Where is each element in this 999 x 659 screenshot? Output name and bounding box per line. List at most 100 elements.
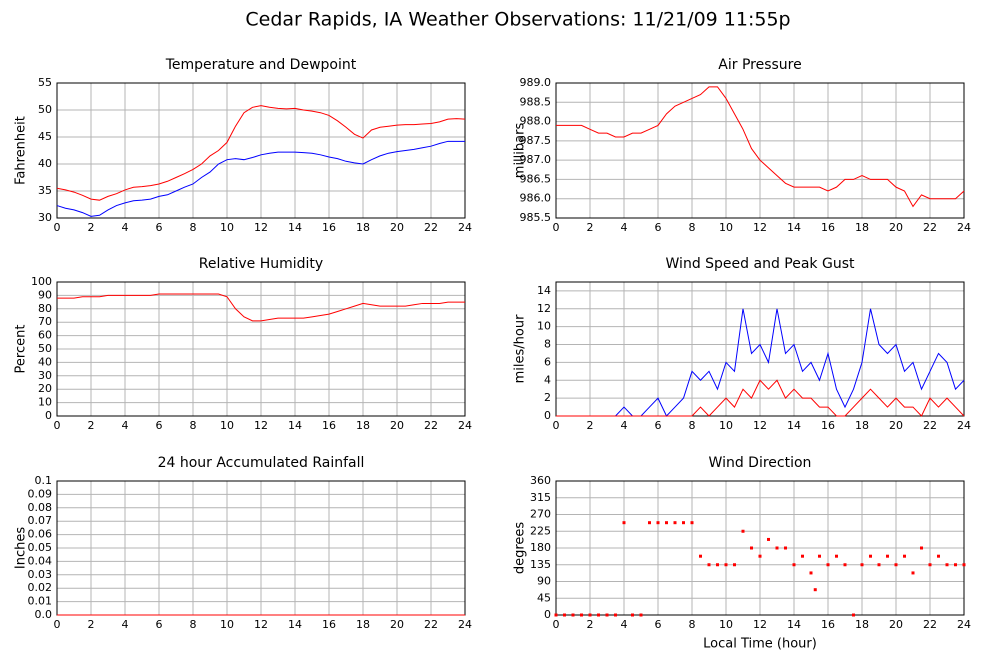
plot-frame	[56, 281, 466, 417]
x-tick-label: 0	[553, 419, 560, 432]
y-tick-label: 985.5	[520, 211, 552, 224]
x-tick-label: 6	[655, 221, 662, 234]
y-axis-label: Percent	[14, 325, 29, 374]
y-tick-label: 90	[38, 288, 52, 301]
x-tick-label: 18	[855, 618, 869, 631]
x-tick-label: 20	[390, 221, 404, 234]
x-tick-label: 22	[923, 618, 937, 631]
data-point	[894, 563, 898, 567]
x-tick-label: 16	[821, 221, 835, 234]
data-point	[813, 588, 817, 592]
y-tick-label: 0.03	[28, 568, 53, 581]
x-tick-label: 16	[821, 618, 835, 631]
data-point	[954, 563, 957, 567]
x-tick-label: 4	[621, 419, 628, 432]
y-tick-label: 0.02	[28, 581, 53, 594]
x-tick-label: 2	[88, 221, 95, 234]
y-tick-label: 80	[38, 302, 52, 315]
data-point	[758, 554, 762, 558]
chart-title: Wind Speed and Peak Gust	[666, 256, 855, 272]
data-point	[580, 613, 583, 617]
y-axis-label: miles/hour	[513, 314, 528, 383]
y-tick-label: 45	[38, 130, 52, 143]
y-tick-label: 988.0	[520, 115, 552, 128]
x-tick-label: 4	[621, 221, 628, 234]
data-point	[554, 613, 558, 617]
y-tick-label: 100	[31, 275, 52, 288]
y-tick-label: 30	[38, 369, 52, 382]
x-tick-label: 4	[122, 618, 129, 631]
x-tick-label: 0	[54, 419, 61, 432]
y-tick-label: 0.09	[28, 487, 53, 500]
x-tick-label: 24	[957, 419, 971, 432]
data-point	[877, 563, 881, 567]
x-tick-label: 10	[719, 419, 733, 432]
data-line	[556, 86, 965, 208]
y-tick-label: 987.0	[520, 153, 552, 166]
y-tick-label: 986.5	[520, 172, 552, 185]
x-tick-label: 22	[424, 618, 438, 631]
y-tick-label: 60	[38, 329, 52, 342]
data-point	[869, 554, 872, 558]
chart-panel: Wind Direction degrees Local Time (hour) 0 4…	[513, 455, 972, 652]
data-point	[928, 563, 932, 567]
y-tick-label: 50	[38, 342, 52, 355]
y-tick-label: 45	[537, 591, 551, 604]
y-tick-label: 0.01	[28, 595, 53, 608]
x-tick-label: 16	[322, 221, 336, 234]
y-tick-label: 70	[38, 315, 52, 328]
y-tick-label: 50	[38, 103, 52, 116]
chart-panel: Air Pressure millibars 985.5 986.0 986.5 987.…	[513, 57, 972, 234]
x-tick-label: 20	[889, 618, 903, 631]
data-point	[741, 529, 745, 533]
chart-title: 24 hour Accumulated Rainfall	[158, 455, 365, 471]
data-point	[843, 563, 847, 567]
x-tick-label: 2	[88, 618, 95, 631]
plot-frame	[56, 82, 466, 219]
y-tick-label: 0.1	[35, 474, 53, 487]
y-tick-label: 0.07	[28, 514, 53, 527]
y-tick-label: 989.0	[520, 76, 552, 89]
x-tick-label: 24	[957, 221, 971, 234]
x-tick-label: 10	[220, 618, 234, 631]
x-tick-label: 18	[855, 419, 869, 432]
y-tick-label: 270	[530, 508, 551, 521]
y-tick-label: 135	[530, 558, 551, 571]
y-tick-label: 2	[544, 391, 551, 404]
x-tick-label: 12	[753, 221, 767, 234]
x-tick-label: 12	[753, 419, 767, 432]
data-point	[699, 554, 702, 558]
x-tick-label: 8	[190, 419, 197, 432]
data-point	[767, 537, 770, 541]
data-point	[673, 521, 677, 525]
y-axis-label: Fahrenheit	[14, 116, 29, 185]
x-tick-label: 12	[254, 419, 268, 432]
data-point	[597, 613, 600, 617]
data-point	[911, 571, 915, 575]
y-tick-label: 30	[38, 211, 52, 224]
data-point	[835, 554, 838, 558]
y-tick-label: 986.0	[520, 192, 552, 205]
x-tick-label: 6	[156, 221, 163, 234]
chart-title: Relative Humidity	[199, 256, 323, 272]
x-tick-label: 8	[190, 618, 197, 631]
data-point	[775, 546, 779, 550]
y-tick-label: 35	[38, 184, 52, 197]
x-tick-label: 22	[424, 221, 438, 234]
x-tick-label: 22	[923, 221, 937, 234]
x-tick-label: 10	[719, 221, 733, 234]
data-point	[716, 563, 719, 567]
x-tick-label: 14	[787, 419, 801, 432]
x-tick-label: 12	[753, 618, 767, 631]
data-point	[792, 563, 796, 567]
data-point	[724, 563, 728, 567]
plot-frame	[555, 82, 965, 219]
x-tick-label: 24	[458, 618, 472, 631]
x-tick-label: 20	[390, 618, 404, 631]
x-tick-label: 2	[587, 618, 594, 631]
y-tick-label: 360	[530, 474, 551, 487]
data-point	[682, 521, 685, 525]
x-tick-label: 6	[156, 419, 163, 432]
data-point	[962, 563, 966, 567]
x-tick-label: 12	[254, 618, 268, 631]
